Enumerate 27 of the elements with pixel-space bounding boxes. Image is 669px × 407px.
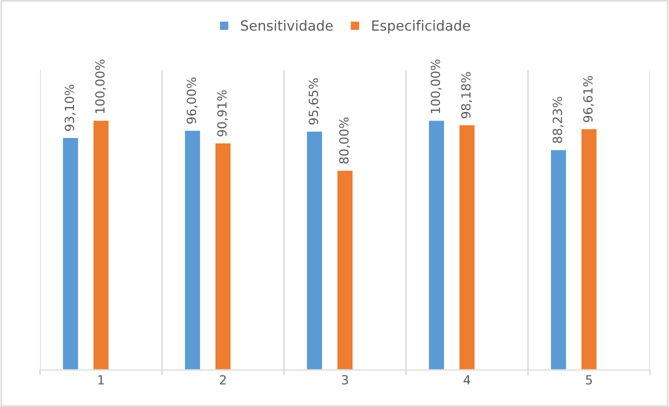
data-label: 93,10% (64, 84, 76, 131)
data-label: 88,23% (552, 96, 564, 144)
x-tick-label: 3 (342, 375, 348, 385)
x-tick-label: 4 (464, 375, 470, 384)
bar (214, 142, 232, 370)
x-tick-label: 1 (98, 375, 104, 384)
data-label: 80,00% (339, 117, 350, 164)
data-label: 90,91% (217, 90, 228, 136)
data-label: 95,65% (308, 78, 320, 125)
bar (580, 128, 598, 370)
bar (306, 130, 324, 370)
data-label: 98,18% (461, 72, 472, 118)
bar (336, 169, 354, 370)
data-label: 96,61% (583, 76, 594, 122)
legend-label: Especificidade (372, 20, 470, 34)
bar (428, 119, 446, 370)
bar (92, 119, 110, 370)
data-label: 100,00% (95, 60, 106, 114)
bar (62, 136, 80, 370)
data-label: 100,00% (430, 60, 442, 114)
bar (550, 148, 568, 370)
bar (184, 129, 202, 370)
x-tick-label: 5 (586, 375, 592, 385)
legend-label: Sensitividade (241, 20, 333, 31)
bar (458, 124, 476, 370)
data-label: 96,00% (186, 77, 198, 124)
x-tick-label: 2 (220, 375, 226, 384)
